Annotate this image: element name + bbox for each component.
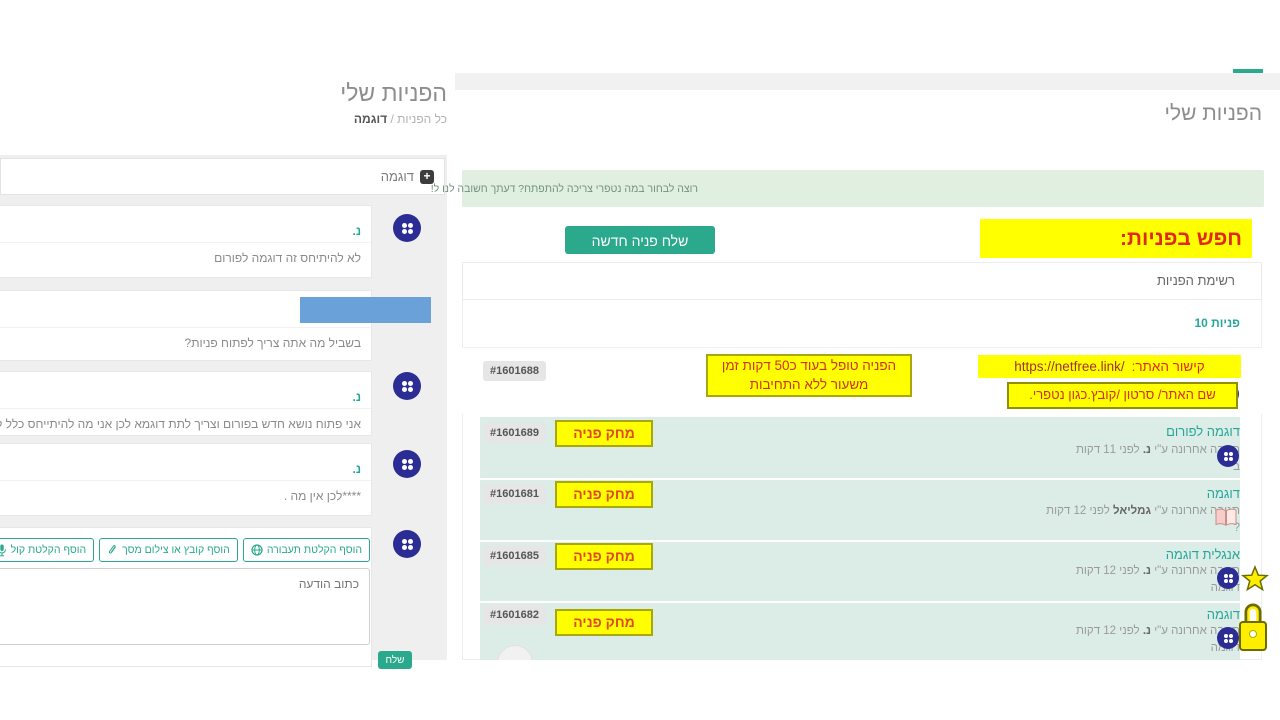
site-link-annotation: קישור האתר: https://netfree.link/ (978, 355, 1241, 378)
breadcrumb-current: דוגמה (353, 112, 388, 126)
reply-time: לפני 12 דקות (1075, 625, 1140, 637)
list-clip (462, 640, 1262, 660)
forum-post: נ. לא להיתיחס זה דוגמה לפורום (0, 205, 372, 278)
ticket-snippet: ב (1233, 461, 1240, 473)
reply-author: נ. (1142, 625, 1151, 637)
plus-square-icon[interactable]: + (420, 169, 434, 184)
send-button[interactable]: שלח (378, 651, 412, 669)
lock-icon (1239, 603, 1267, 651)
search-annotation: חפש בפניות: (980, 219, 1252, 258)
globe-icon (251, 544, 263, 556)
page-title: הפניות שלי (1164, 102, 1262, 125)
feedback-banner-text: רוצה לבחור במה נטפרי צריכה להתפתח? דעתך … (430, 183, 698, 195)
post-author: נ. (0, 206, 371, 243)
ticket-count: 10 פניות (1194, 316, 1240, 330)
ticket-title[interactable]: דוגמה לפורום (1166, 424, 1240, 439)
ticket-id-badge: #1601685 (483, 546, 546, 566)
thread-header[interactable]: + דוגמה (0, 158, 445, 195)
estimate-line2: משעור ללא התחיבות (749, 377, 869, 392)
user-avatar-icon (1217, 627, 1239, 649)
left-page-title: הפניות שלי (340, 80, 447, 106)
delete-ticket-annotation[interactable]: מחק פניה (555, 420, 653, 447)
estimate-line1: הפניה טופל בעוד כ50 דקות זמן (721, 358, 897, 373)
composer-toolbar: הוסף הקלטת תעבורה הוסף קובץ או צילום מסך… (0, 538, 370, 562)
ticket-last-reply: תגובה אחרונה ע"י נ. לפני 12 דקות (1076, 625, 1240, 637)
user-avatar-icon (393, 450, 421, 478)
feedback-banner (462, 170, 1264, 207)
ticket-id-badge: #1601682 (483, 605, 546, 625)
ticket-title[interactable]: אנגלית דוגמה (1165, 547, 1240, 562)
button-label: הוסף הקלטת תעבורה (266, 544, 362, 556)
header-strip (455, 73, 1280, 90)
button-label: הוסף קובץ או צילום מסך (122, 544, 230, 556)
microphone-icon (0, 544, 6, 556)
forum-post: נ. ****לכן אין מה . (0, 443, 372, 516)
ticket-last-reply: תגובה אחרונה ע"י נ. לפני 11 דקות (1076, 444, 1240, 456)
ticket-snippet: ? (1233, 522, 1240, 534)
link-url[interactable]: https://netfree.link/ (1014, 359, 1125, 374)
delete-ticket-annotation[interactable]: מחק פניה (555, 481, 653, 508)
reply-time: לפני 11 דקות (1075, 444, 1140, 456)
estimate-annotation: הפניה טופל בעוד כ50 דקות זמן משעור ללא ה… (706, 354, 912, 397)
reply-author: גמליאל (1113, 505, 1151, 517)
post-body: ****לכן אין מה . (283, 489, 361, 503)
breadcrumb-separator: / (390, 112, 394, 126)
redaction-overlay (300, 297, 431, 323)
user-avatar-icon (1217, 445, 1239, 467)
post-author (0, 291, 371, 328)
breadcrumb-all-tickets[interactable]: כל הפניות (397, 112, 447, 126)
post-body: בשביל מה אתה צריך לפתוח פניות? (184, 336, 361, 350)
ticket-id-badge: #1601681 (483, 484, 546, 504)
ticket-last-reply: תגובה אחרונה ע"י נ. לפני 12 דקות (1076, 565, 1240, 577)
partial-avatar-icon (497, 645, 533, 660)
new-ticket-button[interactable]: שלח פניה חדשה (565, 226, 715, 254)
message-input[interactable] (0, 568, 370, 645)
add-traffic-recording-button[interactable]: הוסף הקלטת תעבורה (242, 538, 370, 562)
ticket-list-header: רשימת הפניות (462, 262, 1262, 300)
add-file-or-screenshot-button[interactable]: הוסף קובץ או צילום מסך (99, 538, 238, 562)
user-avatar-icon (393, 372, 421, 400)
reply-time: לפני 12 דקות (1075, 565, 1140, 577)
user-avatar-icon (393, 530, 421, 558)
post-author: נ. (0, 444, 371, 481)
ticket-id-badge: #1601688 (483, 361, 546, 381)
forum-post: נ. אני פתוח נושא חדש בפורום וצריך לתת דו… (0, 371, 372, 436)
ticket-title[interactable]: דוגמה (1206, 607, 1240, 622)
ticket-id-badge: #1601689 (483, 423, 546, 443)
user-avatar-icon (393, 214, 421, 242)
site-name-annotation: שם האתר/ סרטון /קובץ.כגון נטפרי. (1007, 382, 1238, 409)
reply-author: נ. (1142, 565, 1151, 577)
delete-ticket-annotation[interactable]: מחק פניה (555, 543, 653, 570)
ticket-last-reply: תגובה אחרונה ע"י גמליאל לפני 12 דקות (1046, 505, 1240, 517)
book-icon (1215, 508, 1237, 526)
user-avatar-icon (1217, 567, 1239, 589)
reply-time: לפני 12 דקות (1046, 505, 1110, 517)
link-label: קישור האתר: (1131, 359, 1205, 374)
delete-ticket-annotation[interactable]: מחק פניה (555, 609, 653, 636)
post-author: נ. (0, 372, 371, 409)
thread-title: דוגמה (380, 169, 414, 184)
post-body: אני פתוח נושא חדש בפורום וצריך לתת דוגמא… (0, 417, 361, 431)
breadcrumb: כל הפניות / דוגמה (354, 112, 447, 126)
paperclip-icon (109, 545, 117, 554)
ticket-title[interactable]: דוגמה (1206, 486, 1240, 501)
button-label: הוסף הקלטת קול (10, 544, 87, 556)
reply-author: נ. (1142, 444, 1151, 456)
post-body: לא להיתיחס זה דוגמה לפורום (214, 251, 361, 265)
star-icon (1241, 565, 1269, 592)
add-voice-recording-button[interactable]: הוסף הקלטת קול (0, 538, 95, 562)
active-tab-indicator (1233, 69, 1263, 73)
